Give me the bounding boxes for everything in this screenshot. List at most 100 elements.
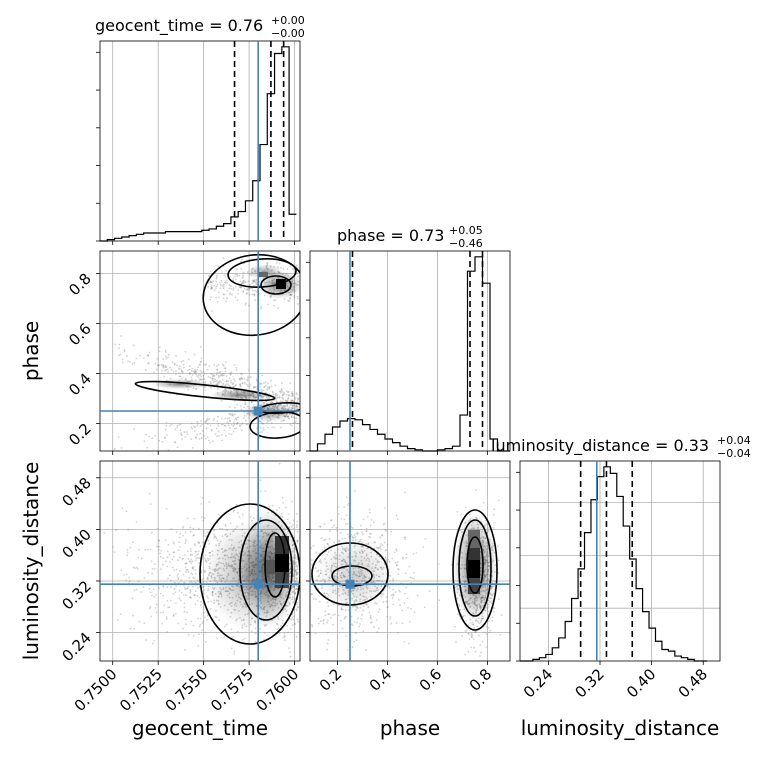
scatter-point — [179, 429, 182, 432]
scatter-point — [186, 517, 189, 520]
scatter-point — [248, 293, 251, 296]
scatter-point — [291, 390, 294, 393]
scatter-point — [472, 623, 475, 626]
scatter-point — [296, 609, 298, 612]
scatter-point — [190, 620, 193, 623]
scatter-point — [132, 566, 135, 569]
scatter-point — [151, 531, 153, 534]
scatter-point — [132, 344, 135, 347]
scatter-point — [233, 509, 236, 512]
scatter-point — [290, 416, 293, 418]
scatter-point — [123, 350, 126, 353]
scatter-point — [236, 416, 238, 419]
scatter-point — [126, 554, 129, 557]
scatter-point — [288, 298, 291, 300]
scatter-point — [361, 663, 363, 665]
scatter-point — [266, 382, 269, 385]
scatter-point — [327, 639, 330, 641]
scatter-point — [385, 600, 388, 603]
scatter-point — [386, 606, 389, 608]
scatter-point — [288, 417, 291, 420]
scatter-point — [399, 604, 401, 607]
scatter-point — [274, 384, 277, 387]
scatter-point — [392, 593, 395, 596]
scatter-point — [163, 375, 165, 378]
scatter-point — [399, 591, 401, 593]
scatter-point — [199, 361, 202, 364]
scatter-point — [228, 432, 231, 435]
scatter-point — [403, 536, 406, 539]
scatter-point — [159, 568, 162, 571]
scatter-point — [190, 547, 192, 550]
scatter-point — [221, 373, 224, 376]
scatter-point — [222, 297, 225, 300]
scatter-point — [283, 392, 286, 395]
scatter-point — [236, 299, 239, 302]
scatter-point — [224, 367, 227, 370]
scatter-point — [249, 419, 252, 422]
scatter-point — [157, 539, 160, 542]
scatter-point — [403, 640, 406, 643]
scatter-point — [176, 446, 179, 449]
scatter-point — [178, 375, 181, 378]
scatter-point — [242, 280, 245, 282]
scatter-point — [237, 511, 239, 514]
scatter-point — [394, 591, 397, 593]
density-cell — [275, 554, 289, 572]
scatter-point — [169, 561, 172, 563]
scatter-point — [273, 304, 276, 307]
scatter-point — [273, 426, 276, 429]
scatter-point — [121, 358, 124, 361]
scatter-point — [196, 368, 199, 371]
scatter-point — [188, 368, 191, 371]
scatter-point — [378, 608, 381, 611]
scatter-point — [201, 497, 204, 499]
scatter-point — [244, 382, 247, 385]
scatter-point — [235, 369, 238, 372]
scatter-point — [217, 363, 220, 366]
scatter-point — [182, 594, 185, 596]
scatter-point — [126, 355, 128, 357]
scatter-point — [311, 559, 313, 562]
scatter-point — [305, 526, 307, 528]
scatter-point — [405, 556, 407, 559]
scatter-point — [336, 529, 339, 532]
scatter-point — [191, 367, 194, 370]
contour-line — [249, 411, 300, 439]
scatter-point — [135, 588, 138, 591]
scatter-point — [291, 393, 294, 395]
scatter-point — [228, 287, 230, 290]
scatter-point — [191, 374, 194, 376]
x-tick-label: 0.4 — [366, 665, 396, 695]
scatter-point — [350, 526, 353, 529]
scatter-point — [235, 268, 238, 270]
scatter-point — [470, 632, 473, 635]
scatter-point — [254, 640, 257, 643]
scatter-point — [167, 544, 170, 546]
scatter-point — [175, 568, 178, 571]
scatter-point — [200, 502, 203, 505]
scatter-point — [231, 293, 233, 296]
scatter-point — [283, 392, 285, 394]
scatter-point — [173, 363, 176, 366]
scatter-point — [353, 490, 356, 493]
scatter-point — [382, 523, 385, 526]
scatter-point — [240, 376, 243, 379]
scatter-point — [215, 296, 218, 299]
scatter-point — [199, 373, 202, 376]
scatter-point — [217, 291, 220, 294]
scatter-point — [247, 287, 250, 290]
scatter-point — [158, 539, 161, 542]
scatter-point — [456, 510, 459, 513]
scatter-point — [204, 546, 207, 548]
scatter-point — [165, 369, 168, 371]
scatter-point — [172, 555, 175, 558]
scatter-point — [103, 531, 106, 534]
scatter-point — [175, 602, 177, 604]
scatter-point — [198, 541, 201, 544]
scatter-point — [358, 625, 361, 628]
scatter-point — [207, 286, 209, 288]
scatter-point — [408, 620, 411, 623]
scatter-point — [322, 622, 325, 625]
scatter-point — [251, 289, 254, 292]
